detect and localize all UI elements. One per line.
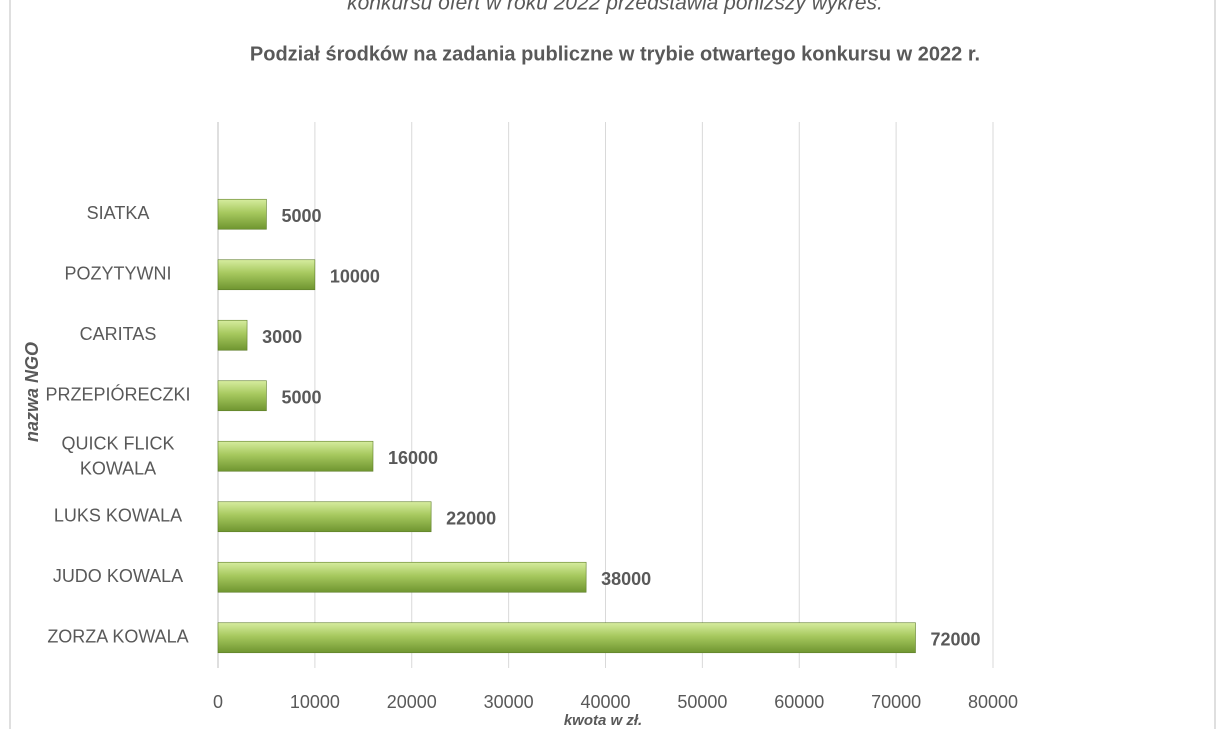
- bar: [217, 440, 374, 472]
- bar: [217, 319, 248, 351]
- chart-title: Podział środków na zadania publiczne w t…: [250, 43, 980, 65]
- x-tick-label: 40000: [580, 692, 630, 712]
- x-tick-label: 70000: [871, 692, 921, 712]
- y-tick-label: SIATKA: [87, 203, 150, 223]
- x-tick-label: 20000: [387, 692, 437, 712]
- value-label: 22000: [446, 509, 496, 529]
- bar: [217, 501, 432, 533]
- y-tick-label: PRZEPIÓRECZKI: [45, 384, 190, 405]
- y-tick-label: QUICK FLICK KOWALA: [61, 433, 174, 478]
- x-tick-label: 60000: [774, 692, 824, 712]
- bar: [217, 259, 316, 291]
- y-tick-label: JUDO KOWALA: [53, 566, 183, 586]
- x-tick-label: 50000: [677, 692, 727, 712]
- bar: [217, 380, 267, 412]
- bar: [217, 561, 587, 593]
- value-label: 5000: [281, 388, 321, 408]
- x-axis-title: kwota w zł.: [564, 712, 642, 729]
- x-tick-label: 80000: [968, 692, 1018, 712]
- y-tick-label: POZYTYWNI: [65, 264, 172, 284]
- value-label: 3000: [262, 327, 302, 347]
- value-label: 16000: [388, 448, 438, 468]
- x-tick-label: 0: [213, 692, 223, 712]
- bar: [217, 198, 267, 230]
- chart-frame: [9, 0, 1216, 729]
- x-tick-label: 10000: [290, 692, 340, 712]
- value-label: 38000: [601, 569, 651, 589]
- document-text: konkursu ofert w roku 2022 przedstawia p…: [347, 0, 883, 15]
- y-axis-title: nazwa NGO: [22, 342, 42, 442]
- x-tick-label: 30000: [484, 692, 534, 712]
- value-label: 10000: [330, 267, 380, 287]
- value-label: 72000: [931, 630, 981, 650]
- bar: [217, 622, 916, 654]
- value-label: 5000: [281, 206, 321, 226]
- y-tick-label: ZORZA KOWALA: [47, 627, 188, 647]
- y-tick-label: CARITAS: [80, 324, 157, 344]
- y-tick-label: LUKS KOWALA: [54, 506, 182, 526]
